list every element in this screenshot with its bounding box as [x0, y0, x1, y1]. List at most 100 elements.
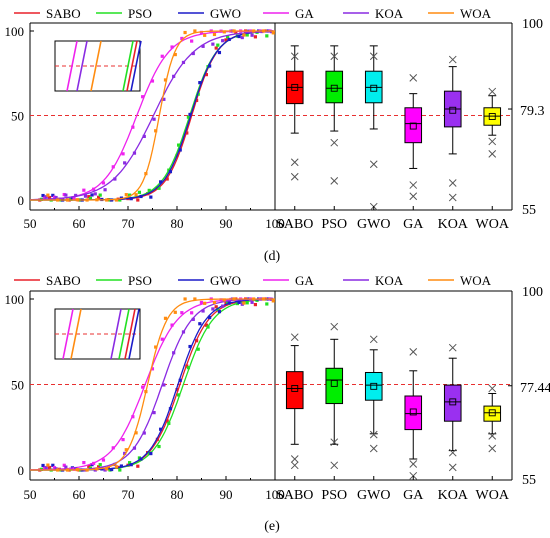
marker-gwo	[178, 148, 182, 152]
marker-sabo	[185, 131, 189, 135]
outlier-marker	[488, 432, 497, 440]
box-pso	[325, 70, 344, 104]
marker-woa	[252, 297, 256, 301]
marker-koa	[113, 177, 117, 181]
marker-woa	[173, 52, 177, 57]
legend-label-koa: KOA	[375, 273, 404, 288]
legend-label-sabo: SABO	[46, 6, 81, 21]
marker-woa	[222, 298, 226, 302]
marker-ga	[121, 438, 125, 442]
y-tick-label: 50	[11, 378, 24, 393]
marker-woa	[114, 198, 119, 202]
marker-ga	[62, 192, 66, 197]
outlier-marker	[290, 172, 299, 181]
outlier-marker	[488, 444, 497, 453]
marker-woa	[114, 465, 119, 469]
marker-koa	[44, 195, 48, 199]
panel-label: (e)	[264, 519, 280, 534]
legend-label-sabo: SABO	[46, 273, 81, 288]
category-label-gwo: GWO	[357, 488, 390, 503]
x-tick-label: 60	[73, 216, 86, 231]
marker-pso	[147, 451, 151, 455]
marker-gwo	[237, 34, 241, 39]
reference-value-label: 77.44	[520, 381, 550, 396]
marker-ga	[43, 196, 47, 200]
box-mean	[370, 382, 378, 390]
marker-woa	[56, 198, 60, 202]
marker-ga	[131, 125, 135, 129]
marker-sabo	[165, 419, 169, 423]
marker-koa	[172, 74, 176, 78]
marker-gwo	[41, 193, 45, 198]
outlier-marker	[330, 52, 339, 61]
outlier-marker	[448, 179, 457, 187]
marker-ga	[219, 298, 223, 302]
marker-koa	[270, 30, 274, 34]
outlier-marker	[290, 52, 299, 61]
marker-pso	[98, 193, 102, 197]
marker-woa	[124, 448, 128, 452]
marker-koa	[250, 33, 254, 37]
category-label-ga: GA	[403, 217, 424, 232]
x-tick-label: 50	[24, 487, 37, 502]
y-tick-label: 0	[18, 193, 25, 208]
marker-ga	[160, 54, 164, 58]
marker-gwo	[217, 50, 222, 55]
outlier-marker	[369, 52, 378, 61]
x-tick-label: 70	[122, 487, 135, 502]
box-sabo	[285, 371, 304, 410]
marker-sabo	[87, 195, 91, 199]
outlier-marker	[330, 461, 339, 470]
marker-koa	[54, 467, 58, 471]
marker-gwo	[70, 196, 75, 200]
category-label-woa: WOA	[476, 488, 510, 503]
marker-woa	[75, 468, 79, 472]
legend-label-pso: PSO	[128, 6, 152, 21]
outlier-marker	[330, 438, 339, 447]
marker-woa	[144, 389, 148, 394]
marker-gwo	[178, 378, 182, 382]
legend-label-woa: WOA	[460, 6, 492, 21]
marker-sabo	[136, 198, 140, 202]
marker-gwo	[90, 193, 94, 197]
inset-line-woa	[70, 308, 82, 360]
marker-gwo	[51, 193, 55, 197]
category-label-woa: WOA	[476, 217, 510, 232]
marker-woa	[173, 310, 177, 314]
marker-gwo	[198, 81, 202, 85]
marker-koa	[191, 51, 195, 56]
box-ga	[404, 107, 423, 144]
marker-ga	[141, 95, 145, 99]
marker-pso	[118, 198, 122, 202]
marker-koa	[181, 60, 186, 65]
category-label-gwo: GWO	[357, 217, 390, 232]
marker-pso	[137, 190, 142, 194]
marker-woa	[203, 301, 207, 305]
marker-ga	[82, 461, 86, 465]
marker-woa	[163, 316, 168, 320]
outlier-marker	[448, 463, 457, 472]
inset-line-gwo	[130, 40, 142, 92]
box-mean	[488, 113, 496, 120]
marker-ga	[180, 311, 184, 315]
marker-gwo	[129, 197, 133, 201]
marker-pso	[177, 143, 181, 147]
marker-pso	[157, 186, 161, 190]
box-mean	[291, 83, 299, 91]
outlier-marker	[488, 137, 497, 146]
marker-woa	[232, 297, 236, 301]
box-gwo	[364, 371, 383, 401]
inset-line-sabo	[126, 40, 138, 92]
x-tick-label: 50	[24, 216, 37, 231]
marker-pso	[167, 168, 171, 172]
marker-sabo	[224, 301, 228, 306]
marker-koa	[211, 307, 215, 311]
marker-koa	[93, 468, 97, 472]
marker-pso	[245, 33, 249, 37]
marker-gwo	[51, 463, 55, 467]
marker-sabo	[97, 465, 101, 469]
marker-koa	[74, 466, 78, 471]
marker-gwo	[129, 463, 133, 467]
marker-woa	[56, 468, 60, 472]
